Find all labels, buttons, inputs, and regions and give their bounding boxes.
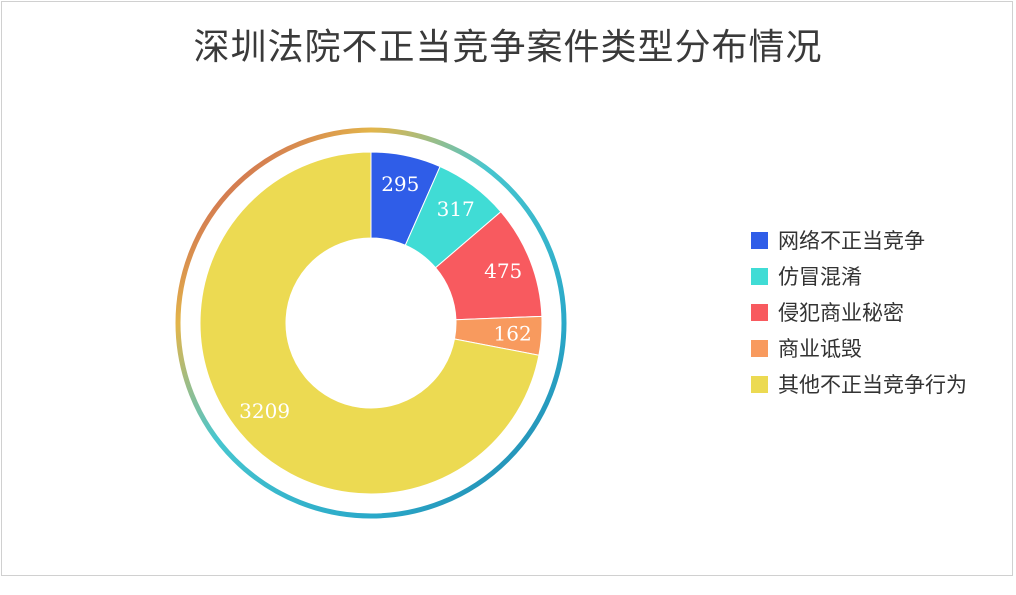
chart-title: 深圳法院不正当竞争案件类型分布情况	[193, 27, 823, 68]
slice-value-label-5: 3209	[239, 399, 290, 423]
legend-label-1[interactable]: 网络不正当竞争	[778, 229, 925, 253]
legend-swatch-3[interactable]	[751, 304, 768, 321]
donut-slices	[199, 151, 543, 495]
slice-value-label-2: 317	[437, 197, 475, 221]
legend-label-4[interactable]: 商业诋毁	[778, 337, 862, 361]
legend-label-5[interactable]: 其他不正当竞争行为	[778, 373, 967, 397]
legend-label-2[interactable]: 仿冒混淆	[778, 265, 862, 289]
legend-swatch-1[interactable]	[751, 232, 768, 249]
slice-value-label-4: 162	[494, 322, 532, 346]
slice-value-label-3: 475	[484, 259, 522, 283]
legend-swatch-5[interactable]	[751, 376, 768, 393]
legend-label-3[interactable]: 侵犯商业秘密	[778, 301, 904, 325]
slice-labels: 295 317 475 162 3209	[239, 172, 532, 423]
legend-swatch-4[interactable]	[751, 340, 768, 357]
slice-value-label-1: 295	[381, 172, 419, 196]
donut-slice-5[interactable]	[199, 151, 540, 495]
decorative-ring-outer	[175, 127, 567, 519]
legend-swatch-2[interactable]	[751, 268, 768, 285]
